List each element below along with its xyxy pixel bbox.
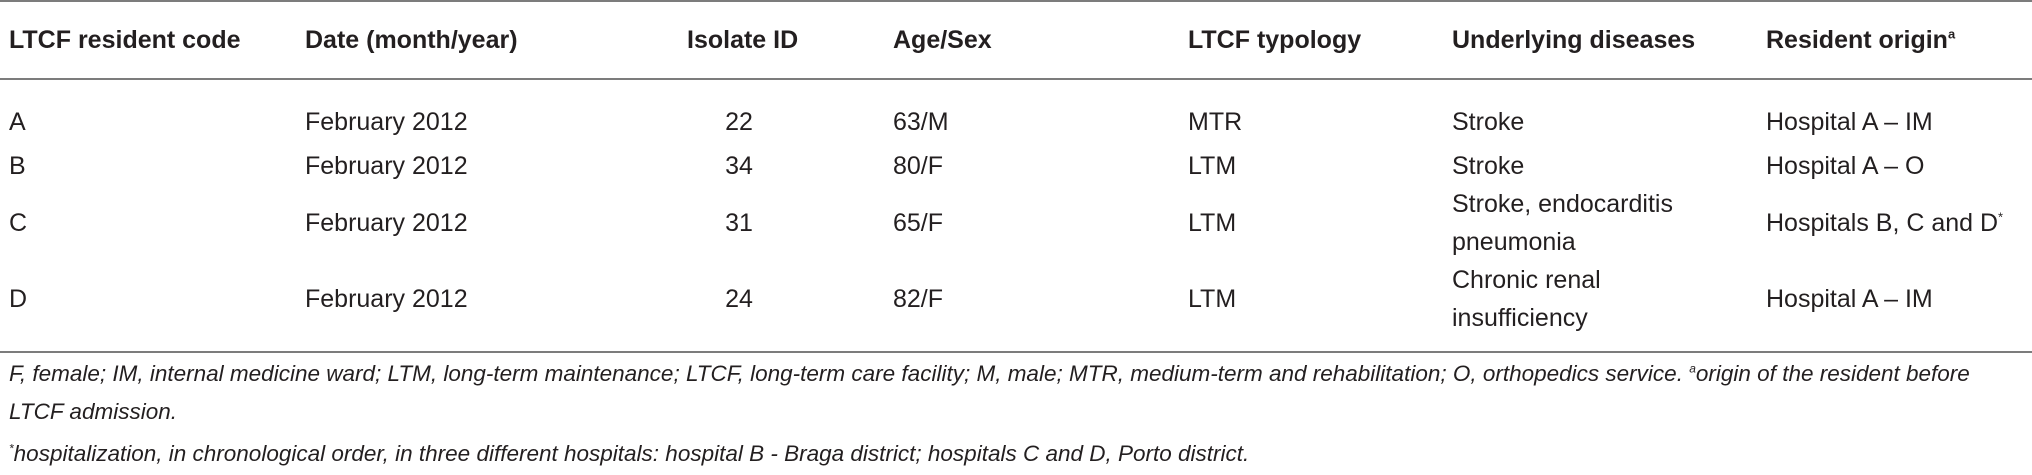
- cell-underlying-diseases: Chronic renal insufficiency: [1443, 261, 1757, 353]
- header-age-sex: Age/Sex: [884, 0, 1179, 80]
- origin-text: Hospital A – IM: [1766, 107, 1933, 136]
- abbreviations-text: F, female; IM, internal medicine ward; L…: [9, 361, 1690, 386]
- cell-resident-code: B: [9, 152, 26, 180]
- cell-date: February 2012: [296, 261, 654, 353]
- footnote-star-text: hospitalization, in chronological order,…: [13, 441, 1250, 466]
- cell-resident-code: D: [0, 261, 296, 353]
- header-row: LTCF resident code Date (month/year) Iso…: [0, 0, 2032, 80]
- header-underlying-diseases: Underlying diseases: [1443, 0, 1757, 80]
- cell-typology: LTM: [1179, 261, 1443, 353]
- header-typology: LTCF typology: [1179, 0, 1443, 80]
- origin-text: Hospitals B, C and D: [1766, 209, 1999, 237]
- table-body: A February 2012 22 63/M MTR Stroke Hospi…: [0, 79, 2032, 353]
- cell-resident-code: A: [9, 107, 26, 136]
- cell-isolate-id: 34: [725, 152, 753, 180]
- cell-isolate-id: 22: [725, 107, 753, 136]
- ltcf-residents-table: LTCF resident code Date (month/year) Iso…: [0, 0, 2032, 353]
- table-row: C February 2012 31 65/F LTM Stroke, endo…: [0, 185, 2032, 261]
- origin-text: Hospital A – O: [1766, 152, 1925, 180]
- diseases-line-2: pneumonia: [1452, 228, 1576, 256]
- table-footnotes: F, female; IM, internal medicine ward; L…: [9, 355, 2009, 473]
- header-resident-origin: Resident origina: [1757, 0, 2032, 80]
- header-date: Date (month/year): [296, 0, 654, 80]
- footnote-star: *hospitalization, in chronological order…: [9, 435, 2009, 473]
- cell-age-sex: 65/F: [893, 209, 944, 237]
- footnote-marker-star: *: [1998, 209, 2004, 225]
- cell-resident-origin: Hospital A – O: [1757, 147, 2032, 185]
- header-isolate-id: Isolate ID: [654, 0, 884, 80]
- cell-isolate-id: 24: [654, 261, 884, 353]
- table-header: LTCF resident code Date (month/year) Iso…: [0, 0, 2032, 80]
- cell-resident-origin: Hospitals B, C and D*: [1757, 185, 2032, 261]
- cell-date: February 2012: [305, 152, 468, 180]
- cell-typology: LTM: [1188, 209, 1237, 237]
- footnote-a-text: origin of the resident before LTCF admis…: [9, 361, 1970, 424]
- footnote-a-mark: a: [1689, 361, 1696, 376]
- header-resident-origin-label: Resident origin: [1766, 26, 1948, 54]
- footnote-abbreviations: F, female; IM, internal medicine ward; L…: [9, 355, 2009, 431]
- table-row: B February 2012 34 80/F LTM Stroke Hospi…: [0, 147, 2032, 185]
- origin-text: Hospital A – IM: [1766, 285, 1933, 313]
- diseases-line-1: Stroke, endocarditis: [1452, 190, 1673, 218]
- diseases-line-2: insufficiency: [1452, 304, 1588, 332]
- cell-underlying-diseases: Stroke: [1443, 147, 1757, 185]
- cell-date: February 2012: [305, 209, 468, 237]
- data-table-container: LTCF resident code Date (month/year) Iso…: [0, 0, 2032, 353]
- cell-age-sex: 80/F: [893, 152, 944, 180]
- header-isolate-id-label: Isolate ID: [687, 26, 799, 54]
- cell-resident-code: C: [9, 209, 28, 237]
- diseases-line-1: Chronic renal: [1452, 266, 1601, 294]
- cell-age-sex: 82/F: [884, 261, 1179, 353]
- cell-underlying-diseases: Stroke: [1443, 79, 1757, 147]
- cell-isolate-id: 31: [725, 209, 753, 237]
- header-resident-code: LTCF resident code: [0, 0, 296, 80]
- cell-date: February 2012: [305, 107, 468, 136]
- diseases-line-1: Stroke: [1452, 107, 1525, 136]
- cell-underlying-diseases: Stroke, endocarditis pneumonia: [1443, 185, 1757, 261]
- table-row: A February 2012 22 63/M MTR Stroke Hospi…: [0, 79, 2032, 147]
- cell-resident-origin: Hospital A – IM: [1757, 261, 2032, 353]
- table-row: D February 2012 24 82/F LTM Chronic rena…: [0, 261, 2032, 353]
- diseases-line-1: Stroke: [1452, 152, 1525, 180]
- footnote-marker-a: a: [1947, 26, 1956, 42]
- footnote-star-mark: *: [9, 441, 14, 456]
- cell-age-sex: 63/M: [893, 107, 949, 136]
- cell-typology: MTR: [1188, 107, 1243, 136]
- cell-typology: LTM: [1188, 152, 1237, 180]
- cell-resident-origin: Hospital A – IM: [1757, 79, 2032, 147]
